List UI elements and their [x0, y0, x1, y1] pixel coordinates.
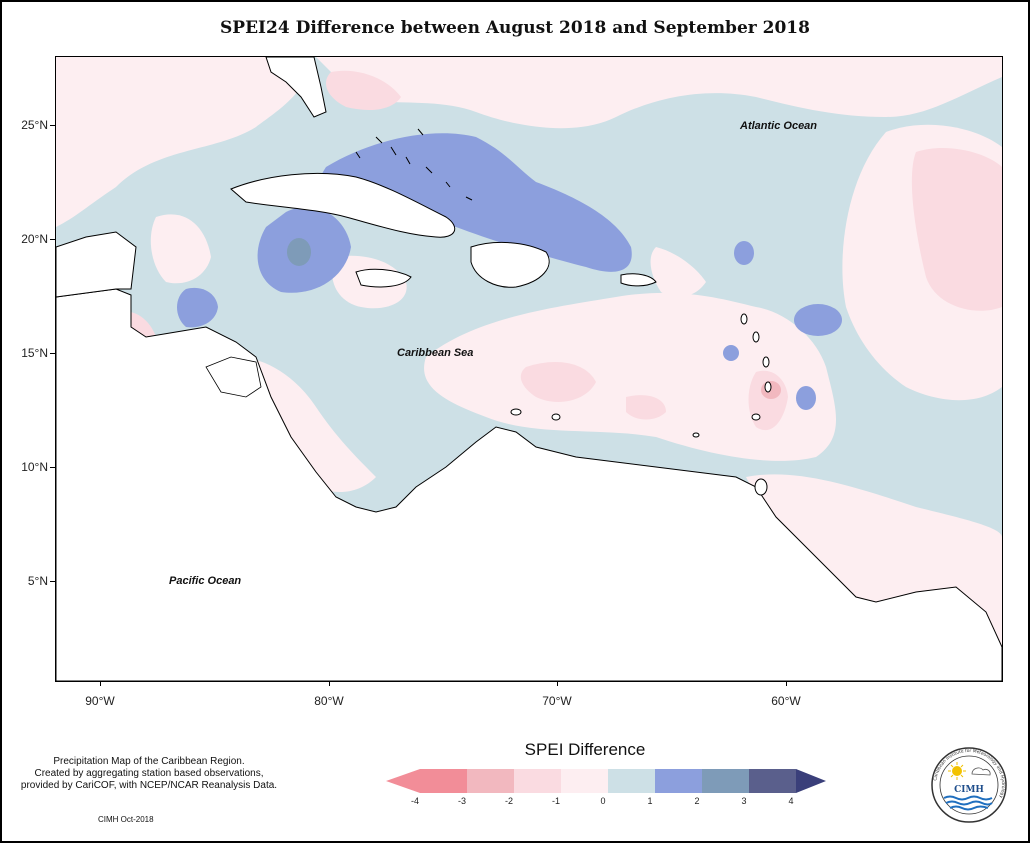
legend-tick: 2 — [694, 796, 700, 806]
dry-2-3-spot — [761, 381, 781, 399]
florida-land — [265, 57, 327, 118]
legend-tick: -3 — [457, 796, 466, 806]
legend-tick: -4 — [410, 796, 419, 806]
note-line-1: Precipitation Map of the Caribbean Regio… — [53, 756, 245, 767]
lat-tick — [50, 353, 55, 354]
legend-swatch-3-4 — [749, 769, 796, 793]
lon-label-80w: 80°W — [314, 694, 344, 708]
nicaragua-detail — [205, 356, 262, 398]
lat-label-25n: 25°N — [21, 118, 48, 132]
yucatan-land — [56, 231, 137, 298]
dry-region-south-east-caribbean — [424, 292, 836, 461]
note-line-2: Created by aggregating station based obs… — [34, 768, 264, 779]
legend-swatch-neg4-neg3 — [420, 769, 467, 793]
legend-tick: 0 — [600, 796, 606, 806]
dry-1-2-south — [626, 395, 666, 420]
hispaniola-land — [470, 242, 550, 288]
legend-swatch-neg2-neg1 — [514, 769, 561, 793]
note-line-3: provided by CariCOF, with NCEP/NCAR Rean… — [20, 780, 278, 791]
lon-label-60w: 60°W — [771, 694, 801, 708]
logo-text: CIMH — [954, 785, 984, 795]
pacific-ocean-label: Pacific Ocean — [169, 575, 242, 587]
lat-label-15n: 15°N — [21, 346, 48, 360]
wet-1-2-spot-a — [734, 241, 754, 265]
lon-tick — [100, 681, 101, 686]
lat-label-5n: 5°N — [27, 574, 48, 588]
lon-label-70w: 70°W — [542, 694, 572, 708]
dry-region-north — [316, 57, 1002, 129]
wet-1-2-honduras — [177, 287, 218, 328]
dry-region-yucatan — [150, 214, 211, 284]
wet-1-2-cuba-bahamas — [317, 133, 632, 272]
wet-1-2-spot-d — [796, 386, 816, 410]
south-and-central-america-land — [56, 288, 1002, 681]
atlantic-ocean-label: Atlantic Ocean — [740, 120, 818, 132]
lesser-antilles — [510, 313, 772, 496]
legend-arrow-right — [796, 769, 826, 793]
legend-swatch-neg3-neg2 — [467, 769, 514, 793]
lat-tick — [50, 125, 55, 126]
dry-1-2-florida — [326, 70, 401, 110]
legend-swatch-neg1-0 — [561, 769, 608, 793]
map-panel — [55, 56, 1003, 682]
legend-swatch-1-2 — [655, 769, 702, 793]
legend-colorbar — [386, 769, 826, 793]
legend-tick: 3 — [741, 796, 747, 806]
wet-2-3-spot — [287, 238, 311, 266]
dry-1-2-east — [911, 147, 1002, 311]
bahamas-islands — [355, 128, 473, 201]
map-canvas — [56, 57, 1002, 681]
wet-1-2-spot-c — [723, 345, 739, 361]
cloud-icon — [971, 767, 991, 776]
legend-tick: 4 — [788, 796, 794, 806]
lat-label-20n: 20°N — [21, 232, 48, 246]
legend-swatch-0-1 — [608, 769, 655, 793]
dry-region-central-america — [236, 357, 376, 492]
lon-tick — [329, 681, 330, 686]
caribbean-sea-label: Caribbean Sea — [397, 347, 474, 359]
map-title: SPEI24 Difference between August 2018 an… — [220, 18, 810, 38]
credit-text: CIMH Oct-2018 — [98, 815, 154, 824]
cuba-land — [230, 172, 456, 238]
map-description: Precipitation Map of the Caribbean Regio… — [4, 756, 294, 792]
lon-tick — [786, 681, 787, 686]
lat-tick — [50, 467, 55, 468]
legend-tick: -1 — [551, 796, 560, 806]
legend-swatch-2-3 — [702, 769, 749, 793]
lat-tick — [50, 581, 55, 582]
legend-arrow-left — [386, 769, 420, 793]
jamaica-land — [355, 268, 412, 288]
dry-region-north-west — [56, 57, 308, 227]
lon-label-90w: 90°W — [85, 694, 115, 708]
dry-region-leeward — [650, 247, 706, 298]
sun-icon — [952, 766, 962, 776]
lat-label-10n: 10°N — [21, 460, 48, 474]
wave-icon — [943, 795, 993, 801]
lon-tick — [557, 681, 558, 686]
legend-tick: -2 — [504, 796, 513, 806]
puerto-rico-land — [620, 273, 657, 287]
legend-tick: 1 — [647, 796, 653, 806]
wet-1-2-spot-b — [794, 304, 842, 336]
legend-title: SPEI Difference — [524, 740, 646, 759]
dry-1-2-central — [520, 362, 596, 402]
lat-tick — [50, 239, 55, 240]
cimh-logo: CIMH Caribbean Institute for Meteorology… — [931, 747, 1007, 823]
